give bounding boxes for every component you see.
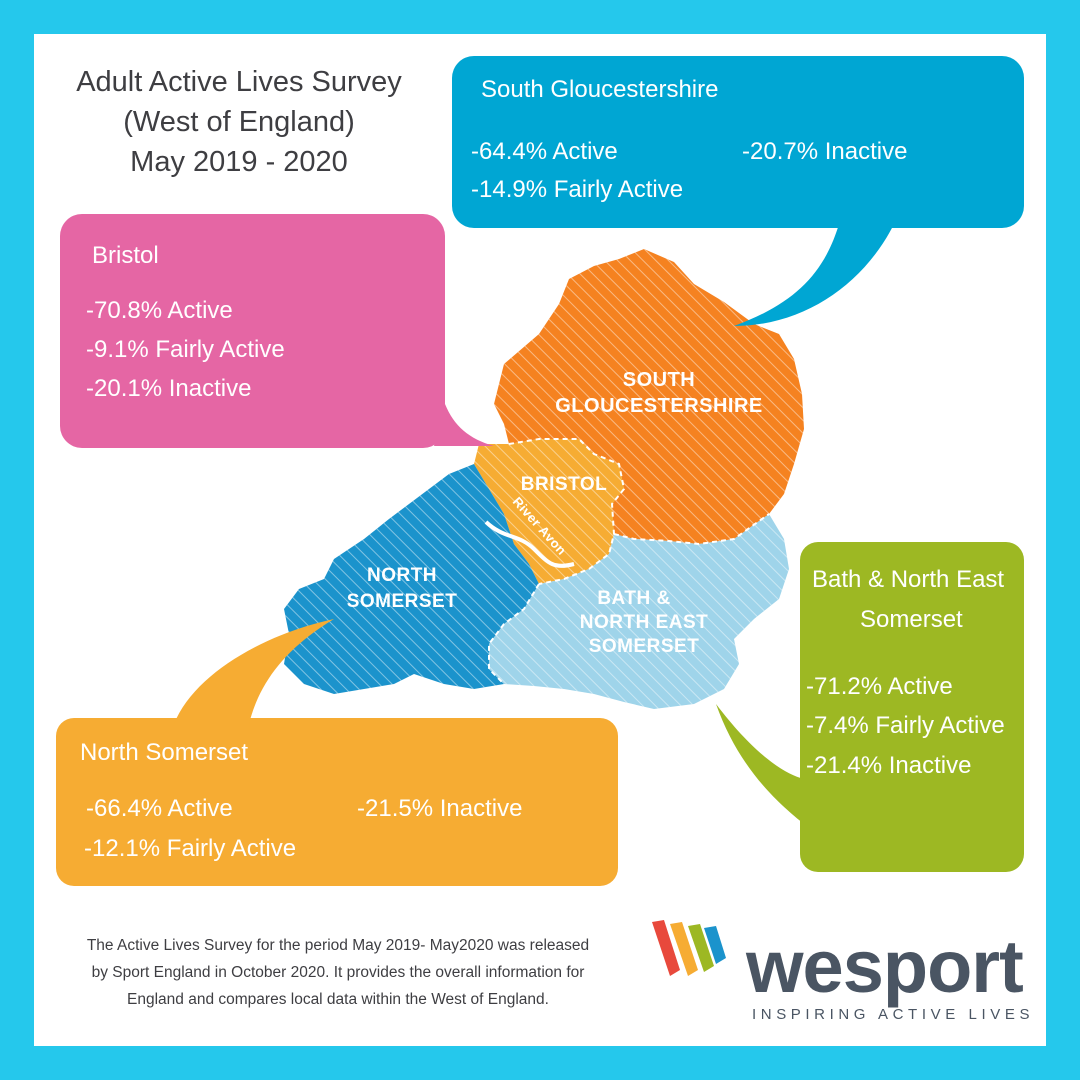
callout-bristol-shape: [60, 214, 494, 448]
footnote-line-2: by Sport England in October 2020. It pro…: [91, 964, 585, 981]
south-gloucestershire-inactive: -20.7% Inactive: [742, 138, 908, 165]
north-somerset-active: -66.4% Active: [86, 795, 233, 822]
north-somerset-heading: North Somerset: [80, 739, 249, 766]
map-label-north-somerset-2: SOMERSET: [347, 591, 458, 612]
logo-wordmark: wesport: [746, 925, 1024, 1008]
north-somerset-fairly-active: -12.1% Fairly Active: [84, 835, 297, 862]
bath-fairly-active: -7.4% Fairly Active: [806, 712, 1005, 739]
bath-active: -71.2% Active: [806, 673, 953, 700]
footnote: The Active Lives Survey for the period M…: [64, 932, 612, 1013]
south-gloucestershire-heading: South Gloucestershire: [481, 76, 719, 103]
callout-north-somerset-shape: [56, 619, 618, 886]
south-gloucestershire-active: -64.4% Active: [471, 138, 618, 165]
footnote-line-1: The Active Lives Survey for the period M…: [86, 937, 590, 954]
map-label-bath-1: BATH &: [597, 588, 670, 609]
title-line-1: Adult Active Lives Survey: [76, 66, 402, 98]
bath-heading-line-1: Bath & North East: [812, 566, 1005, 593]
river-avon: [484, 520, 575, 568]
title-line-2: (West of England): [123, 106, 355, 138]
bristol-fairly-active: -9.1% Fairly Active: [86, 336, 285, 363]
footnote-line-3: England and compares local data within t…: [127, 991, 549, 1008]
callout-bath-shape: [716, 542, 1024, 872]
map-label-south-glos-1: SOUTH: [623, 369, 696, 391]
title-line-3: May 2019 - 2020: [130, 146, 348, 178]
north-somerset-inactive: -21.5% Inactive: [357, 795, 523, 822]
map-label-south-glos-2: GLOUCESTERSHIRE: [555, 395, 763, 417]
region-map: SOUTH GLOUCESTERSHIRE BRISTOL River Avon…: [284, 249, 804, 709]
bristol-active: -70.8% Active: [86, 297, 233, 324]
map-label-bath-2: NORTH EAST: [580, 612, 709, 633]
page-title: Adult Active Lives Survey (West of Engla…: [74, 62, 404, 182]
map-label-north-somerset-1: NORTH: [367, 565, 437, 586]
map-and-callouts: SOUTH GLOUCESTERSHIRE BRISTOL River Avon…: [56, 56, 1024, 886]
region-boundaries: [488, 438, 770, 685]
wesport-stripes-logo-icon: [652, 920, 726, 976]
bath-inactive: -21.4% Inactive: [806, 752, 972, 779]
map-label-bristol: BRISTOL: [521, 474, 608, 495]
south-gloucestershire-fairly-active: -14.9% Fairly Active: [471, 176, 684, 203]
bristol-inactive: -20.1% Inactive: [86, 375, 252, 402]
content-panel: Adult Active Lives Survey (West of Engla…: [34, 34, 1046, 1046]
map-label-bath-3: SOMERSET: [589, 636, 700, 657]
bath-heading-line-2: Somerset: [860, 606, 963, 633]
callout-south-gloucestershire-shape: [452, 56, 1024, 326]
logo-tagline: INSPIRING ACTIVE LIVES: [752, 1006, 1035, 1023]
bristol-heading: Bristol: [92, 242, 159, 269]
